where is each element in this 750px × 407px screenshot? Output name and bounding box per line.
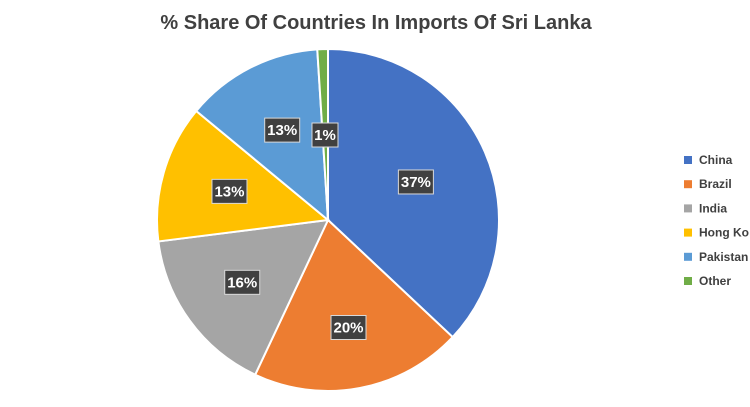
- pie-slice-pakistan: [194, 48, 330, 223]
- legend-label: Hong Ko: [699, 226, 749, 240]
- data-label-box: [311, 122, 339, 148]
- data-label-other: 1%: [311, 122, 339, 148]
- pie-slices: [156, 47, 501, 392]
- data-label-india: 16%: [224, 269, 261, 295]
- legend-label: Other: [699, 274, 731, 288]
- data-label-text: 1%: [314, 127, 336, 144]
- pie-slice-brazil: [253, 218, 455, 392]
- data-labels: 37% 20% 16% 13% 13% 1%: [211, 117, 434, 341]
- data-label-text: 13%: [214, 183, 244, 200]
- legend-label: Pakistan: [699, 250, 748, 264]
- data-label-text: 13%: [267, 122, 297, 139]
- legend-item-china: China: [684, 153, 733, 167]
- data-label-text: 20%: [333, 320, 363, 337]
- pie-slice-india: [157, 218, 330, 377]
- legend-item-hong-kong: Hong Ko: [684, 226, 749, 240]
- data-label-pakistan: 13%: [264, 117, 301, 143]
- data-label-china: 37%: [397, 169, 434, 195]
- legend-swatch: [684, 156, 692, 164]
- legend-label: Brazil: [699, 177, 732, 191]
- data-label-hong-kong: 13%: [211, 178, 248, 204]
- legend-swatch: [684, 277, 692, 285]
- data-label-box: [330, 315, 367, 341]
- data-label-text: 37%: [401, 174, 431, 191]
- legend-label: India: [699, 201, 727, 215]
- legend-label: China: [699, 153, 733, 167]
- data-label-box: [397, 169, 434, 195]
- data-label-box: [264, 117, 301, 143]
- legend-swatch: [684, 180, 692, 189]
- legend-item-brazil: Brazil: [684, 177, 732, 191]
- legend-item-india: India: [684, 201, 727, 215]
- data-label-brazil: 20%: [330, 315, 367, 341]
- legend-swatch: [684, 252, 692, 261]
- chart-title: % Share Of Countries In Imports Of Sri L…: [160, 12, 592, 34]
- data-label-text: 16%: [227, 274, 257, 291]
- legend: China Brazil India Hong Ko Pakistan Other: [684, 153, 749, 288]
- data-label-box: [211, 178, 248, 204]
- legend-swatch: [684, 204, 692, 213]
- legend-swatch: [684, 228, 692, 237]
- legend-item-pakistan: Pakistan: [684, 250, 748, 264]
- data-label-box: [224, 269, 261, 295]
- legend-item-other: Other: [684, 274, 731, 288]
- pie-slice-hong-kong: [156, 109, 331, 243]
